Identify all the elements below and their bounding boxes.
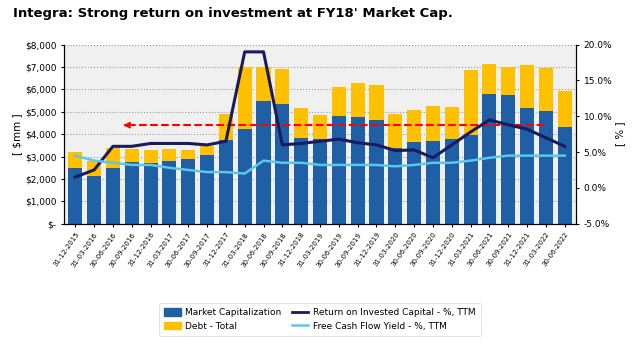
Bar xyxy=(426,106,440,141)
Bar xyxy=(332,87,346,116)
Bar xyxy=(539,111,553,224)
Bar xyxy=(388,148,403,224)
Bar xyxy=(557,128,572,224)
Bar xyxy=(87,161,101,175)
Bar xyxy=(275,69,289,104)
Bar xyxy=(257,67,271,100)
Bar xyxy=(539,68,553,111)
Bar xyxy=(351,117,365,224)
Bar xyxy=(520,108,534,224)
Bar xyxy=(200,147,214,155)
Y-axis label: [ % ]: [ % ] xyxy=(615,122,625,147)
Bar xyxy=(200,155,214,224)
Bar xyxy=(313,139,327,224)
Bar xyxy=(143,150,157,163)
Text: Integra: Strong return on investment at FY18' Market Cap.: Integra: Strong return on investment at … xyxy=(13,7,452,20)
Bar xyxy=(163,149,177,161)
Bar xyxy=(143,163,157,224)
Bar xyxy=(219,114,233,140)
Bar xyxy=(483,94,497,224)
Bar xyxy=(520,65,534,108)
Bar xyxy=(237,129,252,224)
Bar xyxy=(407,142,421,224)
Bar xyxy=(275,104,289,224)
Bar xyxy=(351,83,365,117)
Bar xyxy=(463,71,477,135)
Bar xyxy=(407,109,421,142)
Bar xyxy=(106,148,120,168)
Bar xyxy=(181,159,195,224)
Legend: Market Capitalization, Debt - Total, Return on Invested Capital - %, TTM, Free C: Market Capitalization, Debt - Total, Ret… xyxy=(159,303,481,336)
Bar xyxy=(68,152,83,168)
Bar xyxy=(501,95,515,224)
Bar xyxy=(369,85,383,120)
Bar xyxy=(463,135,477,224)
Bar xyxy=(557,90,572,128)
Bar xyxy=(125,149,139,162)
Bar xyxy=(163,161,177,224)
Bar xyxy=(445,139,459,224)
Bar xyxy=(237,67,252,129)
Bar xyxy=(219,140,233,224)
Bar xyxy=(426,141,440,224)
Bar xyxy=(445,107,459,139)
Y-axis label: [ $mm ]: [ $mm ] xyxy=(12,113,22,155)
Bar xyxy=(294,108,308,138)
Bar xyxy=(106,168,120,224)
Bar xyxy=(369,120,383,224)
Bar xyxy=(68,168,83,224)
Bar xyxy=(313,115,327,139)
Bar xyxy=(87,175,101,224)
Bar xyxy=(294,138,308,224)
Bar xyxy=(257,100,271,224)
Bar xyxy=(181,150,195,159)
Bar xyxy=(388,114,403,148)
Bar xyxy=(125,162,139,224)
Bar xyxy=(332,116,346,224)
Bar xyxy=(501,67,515,95)
Bar xyxy=(483,64,497,94)
